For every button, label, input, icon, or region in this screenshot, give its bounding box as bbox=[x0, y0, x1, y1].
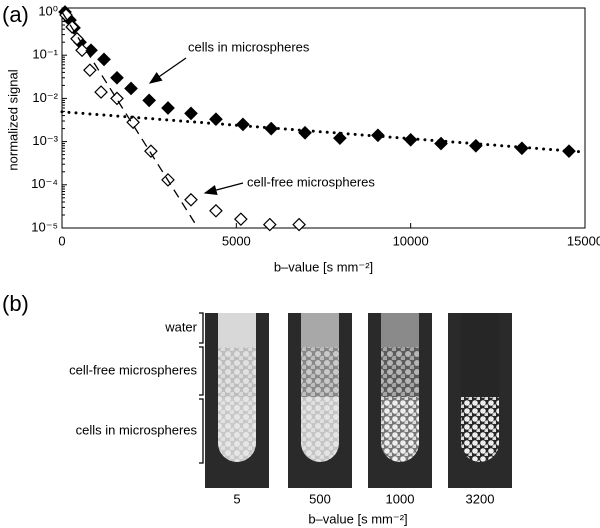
fit-line bbox=[61, 11, 199, 229]
b-value-label: 3200 bbox=[466, 491, 495, 506]
tube bbox=[381, 313, 419, 462]
water-region bbox=[461, 313, 499, 347]
data-point bbox=[83, 63, 97, 78]
water-region bbox=[381, 313, 419, 347]
y-tick-label: 10⁻² bbox=[32, 90, 58, 105]
x-tick-label: 15000 bbox=[567, 233, 600, 248]
image-panel: 5 500 1000 3200 b–value [s mm⁻²] water cell-fr… bbox=[69, 312, 512, 526]
data-point bbox=[110, 91, 124, 106]
data-point bbox=[371, 128, 385, 143]
bracket bbox=[199, 398, 204, 464]
x-axis-label: b–value [s mm⁻²] bbox=[308, 511, 407, 526]
data-point bbox=[75, 43, 89, 58]
b-value-label: 500 bbox=[309, 491, 331, 506]
annotation: cells in microspheres bbox=[188, 39, 310, 54]
region-label: water bbox=[164, 319, 197, 334]
tube bbox=[461, 313, 499, 462]
b-value-label: 5 bbox=[233, 491, 240, 506]
y-tick-label: 10⁻⁴ bbox=[31, 176, 58, 191]
x-tick-label: 5000 bbox=[222, 233, 251, 248]
data-point bbox=[184, 192, 198, 207]
tube bbox=[301, 313, 339, 462]
plot-frame bbox=[61, 7, 586, 229]
data-point bbox=[209, 203, 223, 218]
data-point bbox=[298, 125, 312, 140]
bracket bbox=[199, 312, 204, 344]
panel-label: (b) bbox=[2, 291, 29, 316]
data-point bbox=[94, 85, 108, 99]
data-point bbox=[262, 217, 277, 232]
data-point bbox=[209, 112, 223, 127]
region-label: cells in microspheres bbox=[76, 422, 198, 437]
annotation-arrow bbox=[148, 57, 187, 84]
data-point bbox=[333, 131, 347, 146]
data-point bbox=[161, 101, 175, 115]
cell-texture bbox=[301, 397, 339, 462]
fit-line bbox=[60, 110, 587, 154]
y-tick-label: 10⁻¹ bbox=[32, 47, 58, 62]
data-point bbox=[234, 212, 248, 227]
x-tick-label: 10000 bbox=[393, 233, 429, 248]
x-tick-label: 0 bbox=[58, 233, 65, 248]
tube bbox=[218, 313, 256, 462]
region-label: cell-free microspheres bbox=[69, 362, 197, 377]
data-point bbox=[144, 144, 158, 159]
water-region bbox=[301, 313, 339, 347]
data-point bbox=[142, 93, 157, 108]
annotation: cell-free microspheres bbox=[247, 174, 375, 189]
cell-texture bbox=[381, 397, 419, 462]
microsphere-region bbox=[461, 347, 499, 397]
data-point bbox=[184, 106, 198, 121]
data-point bbox=[434, 136, 448, 151]
x-axis-label: b–value [s mm⁻²] bbox=[274, 259, 373, 274]
data-point bbox=[292, 217, 306, 232]
data-point bbox=[469, 138, 483, 153]
data-point bbox=[70, 31, 84, 46]
microsphere-texture bbox=[381, 347, 419, 397]
b-value-label: 1000 bbox=[386, 491, 415, 506]
water-region bbox=[218, 313, 256, 347]
cell-texture bbox=[461, 397, 499, 462]
data-point bbox=[110, 70, 124, 85]
y-axis-label: normalized signal bbox=[5, 69, 20, 170]
chart: 0 5000 10000 15000 10⁻⁵ 10⁻⁴ 10⁻³ 10⁻² 10⁻¹ 10⁰ no… bbox=[5, 3, 600, 274]
data-point bbox=[124, 81, 138, 96]
microsphere-texture bbox=[301, 347, 339, 397]
microsphere-texture bbox=[218, 347, 256, 397]
panel-label: (a) bbox=[2, 2, 29, 27]
data-point bbox=[97, 52, 111, 67]
cell-texture bbox=[218, 397, 256, 462]
y-tick-label: 10⁻⁵ bbox=[31, 219, 58, 234]
y-tick-label: 10⁰ bbox=[38, 3, 58, 18]
bracket bbox=[199, 346, 204, 396]
annotation-arrow bbox=[203, 182, 244, 196]
y-tick-label: 10⁻³ bbox=[32, 133, 58, 148]
